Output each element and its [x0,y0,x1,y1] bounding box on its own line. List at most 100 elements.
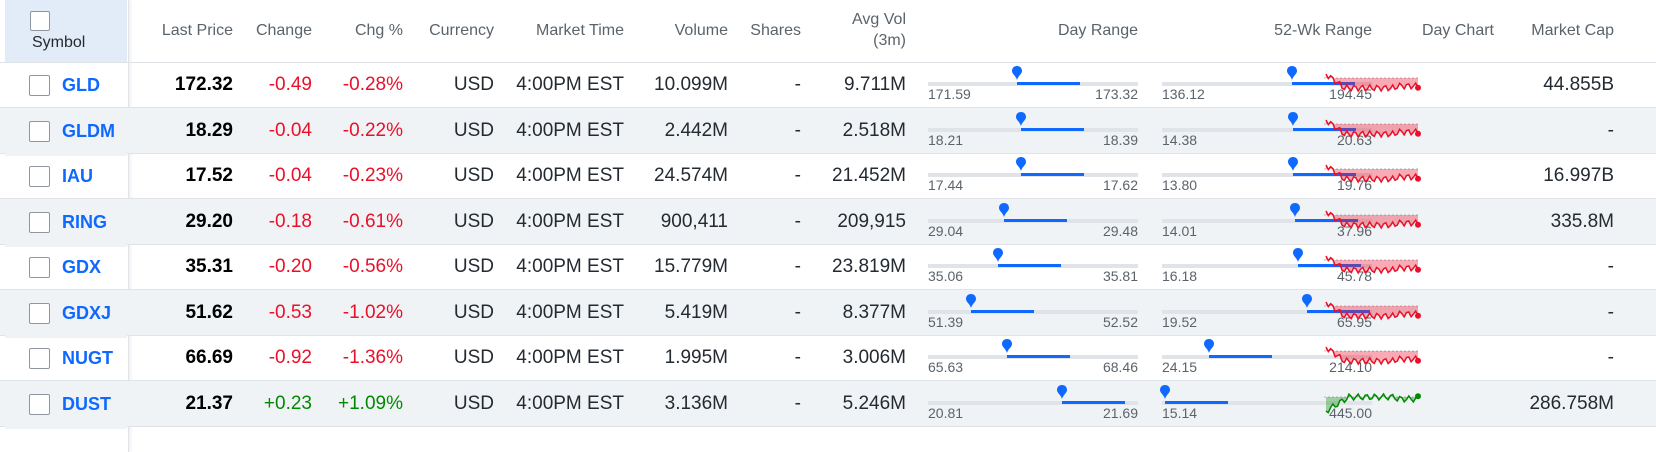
table-row: GLDM 18.29 -0.04 -0.22% USD 4:00PM EST 2.442M -… [0,107,1656,156]
symbol-cell: NUGT [5,335,127,383]
volume: 1.995M [664,347,728,368]
symbol-link[interactable]: GDX [62,257,102,277]
wk52-range-low: 24.15 [1162,359,1198,375]
row-checkbox[interactable] [29,166,50,187]
symbol-link[interactable]: NUGT [62,348,113,368]
day-chart-last-point [1415,175,1421,182]
symbol-header-cell[interactable]: Symbol [5,0,127,62]
row-checkbox[interactable] [29,348,50,369]
day-range-marker-icon [1012,66,1022,80]
day-chart-last-point [1415,84,1421,91]
row-checkbox[interactable] [29,75,50,96]
day-chart [1322,203,1422,239]
table-row: DUST 21.37 +0.23 +1.09% USD 4:00PM EST 3.136M -… [0,380,1656,429]
day-range-marker-icon [1057,384,1067,399]
day-chart-area [1326,119,1418,137]
volume: 900,411 [660,210,728,232]
shares: - [794,301,801,323]
table-row: NUGT 66.69 -0.92 -1.36% USD 4:00PM EST 1.995M -… [0,335,1656,381]
table-row: GDX 35.31 -0.20 -0.56% USD 4:00PM EST 15.779M -… [0,244,1656,290]
header-change[interactable]: Change [255,22,312,39]
header-avg-vol[interactable]: Avg Vol [852,11,906,28]
change-percent: -1.36% [342,347,403,368]
symbol-cell: RING [5,198,127,247]
select-all-checkbox[interactable] [30,11,50,31]
wk52-range: 136.12 194.45 [1162,62,1372,110]
row-checkbox[interactable] [29,302,50,324]
header-market-cap[interactable]: Market Cap [1531,22,1614,39]
symbol-link[interactable]: DUST [62,393,111,414]
day-range: 65.63 68.46 [928,335,1138,383]
change-percent: -0.61% [342,210,403,232]
currency: USD [453,210,494,232]
header-volume[interactable]: Volume [674,22,728,39]
day-chart-area [1326,210,1418,228]
day-range-low: 29.04 [928,222,964,239]
day-range-high: 21.69 [1102,404,1138,421]
day-chart-area [1326,74,1418,91]
row-checkbox[interactable] [29,393,50,415]
header-shares[interactable]: Shares [750,22,801,39]
header-market-time[interactable]: Market Time [535,22,624,39]
day-range-high: 173.32 [1095,86,1138,102]
day-chart [1322,157,1422,193]
row-checkbox[interactable] [29,257,50,278]
day-chart-last-point [1415,130,1421,137]
symbol-link[interactable]: IAU [62,166,93,186]
day-chart-line [1325,119,1419,138]
wk52-range: 19.52 65.95 [1162,290,1372,338]
header-avg-vol-period: (3m) [873,32,906,49]
wk52-range-high: 37.96 [1336,222,1372,239]
change-value: -0.04 [268,119,312,141]
volume: 3.136M [664,392,728,414]
header-chg-pct[interactable]: Chg % [354,22,403,39]
change-percent: -0.28% [342,74,403,95]
day-range: 20.81 21.69 [928,381,1138,429]
wk52-range-track [1162,82,1372,86]
wk52-range-marker-icon [1288,111,1298,126]
shares: - [794,119,801,141]
row-checkbox[interactable] [29,120,50,142]
currency: USD [453,347,494,368]
day-range-high: 52.52 [1102,313,1138,330]
wk52-range: 13.80 19.76 [1162,153,1372,201]
day-range-low: 65.63 [928,359,964,375]
day-chart-line [1325,301,1419,320]
day-chart-line [1325,73,1419,93]
symbol-cell: IAU [5,153,127,201]
header-day-range[interactable]: Day Range [1057,22,1138,39]
symbol-cell: GDX [5,244,127,292]
wk52-range-fill [1293,127,1356,131]
symbol-link[interactable]: GLDM [62,120,115,141]
symbol-link[interactable]: GLD [62,75,100,95]
symbol-link[interactable]: GDXJ [62,302,112,323]
day-range-marker-icon [1002,339,1012,353]
shares: - [794,210,801,232]
market-cap: - [1607,256,1614,277]
day-range-fill [998,264,1061,267]
day-range: 35.06 35.81 [928,244,1138,292]
wk52-range-high: 65.95 [1336,313,1372,330]
day-chart [1322,112,1422,148]
symbol-link[interactable]: RING [62,211,107,232]
day-chart-area [1326,301,1418,319]
header-currency[interactable]: Currency [429,22,494,39]
day-chart-line [1325,164,1419,184]
header-52wk-range[interactable]: 52-Wk Range [1274,22,1372,39]
day-range-low: 171.59 [928,86,971,102]
wk52-range-low: 13.80 [1162,177,1198,193]
row-checkbox[interactable] [29,211,50,233]
wk52-range: 15.14 445.00 [1160,381,1372,429]
wk52-range-fill [1293,173,1356,176]
wk52-range-marker-icon [1302,293,1312,308]
change-value: -0.53 [268,301,312,323]
change-value: +0.23 [263,392,312,414]
day-range-marker-icon [966,293,976,308]
volume: 2.442M [664,119,728,141]
last-price: 21.37 [185,392,233,414]
header-last-price[interactable]: Last Price [161,22,233,39]
day-range-low: 51.39 [928,313,964,330]
avg-volume: 9.711M [844,74,906,95]
wk52-range: 16.18 45.78 [1162,244,1372,292]
